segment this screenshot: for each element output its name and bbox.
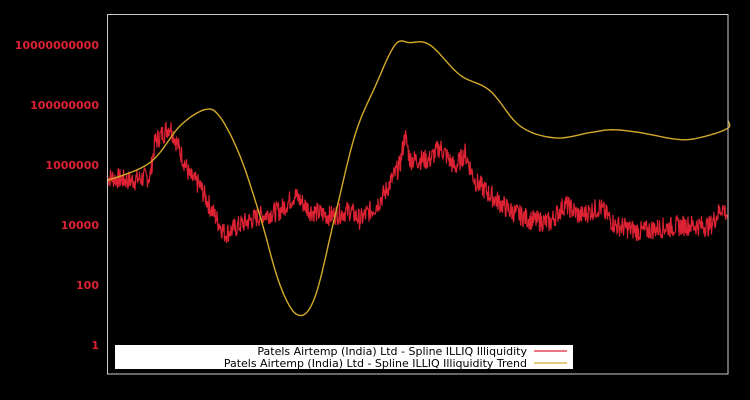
y-tick-label: 10000 [61,219,100,232]
legend-box [115,345,573,369]
y-tick-label: 100000000 [30,99,99,112]
y-tick-label: 10000000000 [15,39,100,52]
illiquidity-line [106,120,729,244]
legend-label-illiquidity: Patels Airtemp (India) Ltd - Spline ILLI… [257,345,527,358]
y-tick-label: 100 [76,279,99,292]
legend: Patels Airtemp (India) Ltd - Spline ILLI… [115,345,573,370]
plot-frame [107,14,729,375]
legend-label-trend: Patels Airtemp (India) Ltd - Spline ILLI… [224,357,527,370]
illiquidity-trend-line [106,40,731,317]
y-tick-label: 1000000 [45,159,99,172]
y-tick-label: 1 [91,339,99,352]
plot-series [106,40,731,317]
y-axis-ticks: 1 100 10000 1000000 100000000 10000000000 [15,39,100,352]
